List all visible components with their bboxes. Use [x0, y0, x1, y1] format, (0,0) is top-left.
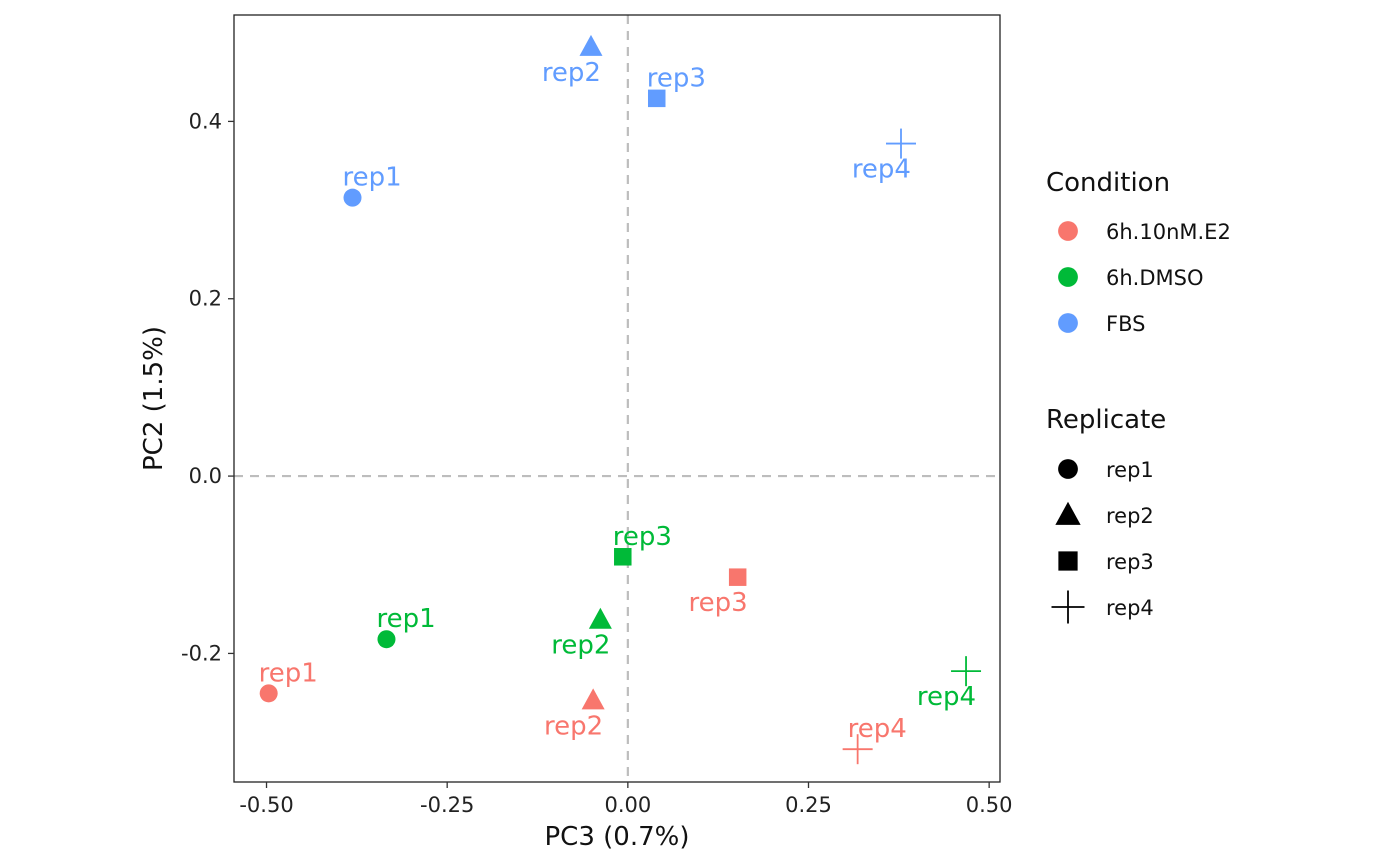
point-label: rep1	[343, 163, 402, 193]
data-point	[842, 734, 873, 765]
legend-key	[1051, 590, 1085, 624]
data-point	[885, 128, 916, 159]
legend-key	[1058, 267, 1078, 287]
data-point	[579, 34, 603, 56]
x-axis: -0.50 -0.25 0.00 0.25 0.50	[239, 782, 1013, 817]
legend-label: 6h.DMSO	[1106, 266, 1204, 290]
data-point	[614, 548, 632, 566]
data-point	[588, 607, 612, 629]
point-label: rep1	[376, 604, 435, 634]
point-label: rep2	[544, 711, 603, 741]
plot-panel-border	[233, 14, 1001, 783]
point-label: rep2	[542, 58, 601, 88]
y-tick-label: 0.4	[189, 109, 222, 133]
legend-label: rep4	[1106, 596, 1154, 620]
y-axis: -0.2 0.0 0.2 0.4	[181, 109, 234, 665]
point-label: rep3	[613, 522, 672, 552]
x-tick-label: -0.50	[239, 793, 293, 817]
point-label: rep4	[848, 714, 907, 744]
legends: Condition 6h.10nM.E2 6h.DMSO FBS Replicate re…	[1046, 168, 1231, 624]
y-tick-label: 0.2	[189, 287, 222, 311]
point-label: rep2	[551, 631, 610, 661]
data-points	[259, 34, 982, 765]
y-axis-title: PC2 (1.5%)	[139, 326, 169, 471]
y-tick-label: -0.2	[181, 641, 222, 665]
y-tick-label: 0.0	[189, 464, 222, 488]
legend-title: Condition	[1046, 168, 1170, 198]
x-tick-label: -0.25	[420, 793, 474, 817]
legend-label: rep3	[1106, 550, 1154, 574]
x-axis-title: PC3 (0.7%)	[545, 822, 690, 852]
legend-label: 6h.10nM.E2	[1106, 220, 1231, 244]
point-label: rep3	[689, 588, 748, 618]
x-tick-label: 0.50	[966, 793, 1013, 817]
legend-key	[1058, 313, 1078, 333]
legend-key	[1058, 551, 1078, 571]
legend-condition: Condition 6h.10nM.E2 6h.DMSO FBS	[1046, 168, 1231, 336]
point-label: rep1	[259, 658, 318, 688]
data-point	[377, 630, 396, 649]
legend-label: rep2	[1106, 504, 1154, 528]
x-tick-label: 0.25	[785, 793, 832, 817]
legend-title: Replicate	[1046, 405, 1166, 435]
point-label: rep4	[852, 155, 911, 185]
data-point	[728, 568, 747, 586]
legend-label: rep1	[1106, 458, 1154, 482]
legend-key	[1055, 501, 1081, 525]
x-tick-label: 0.00	[604, 793, 651, 817]
legend-key	[1058, 221, 1078, 241]
data-point	[951, 656, 982, 687]
data-point	[343, 188, 362, 207]
data-point	[581, 688, 605, 710]
legend-key	[1058, 459, 1078, 479]
point-label: rep4	[917, 682, 976, 712]
point-label: rep3	[647, 63, 706, 93]
data-point	[647, 89, 666, 108]
data-point	[259, 684, 278, 703]
legend-label: FBS	[1106, 312, 1145, 336]
point-labels: rep1 rep2 rep3 rep4 rep1 rep2 rep3 rep4 rep1 rep2…	[259, 58, 976, 744]
legend-replicate: Replicate rep1 rep2 rep3 rep4	[1046, 405, 1166, 624]
